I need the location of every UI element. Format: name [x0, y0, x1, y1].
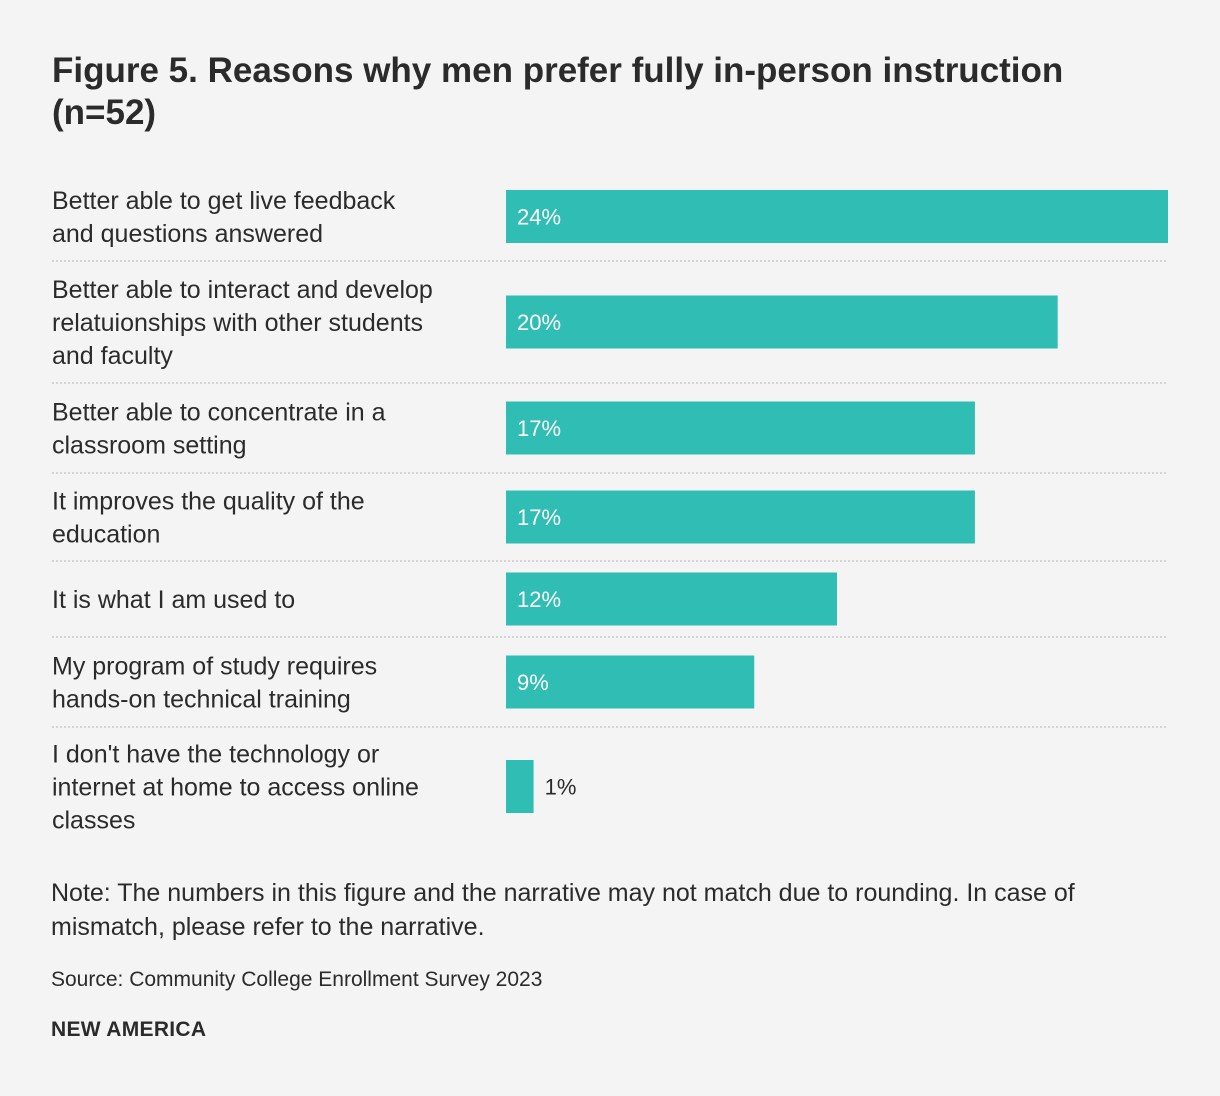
bar-chart: Better able to get live feedback and ques…	[52, 187, 1168, 835]
category-label-line: classes	[52, 807, 135, 835]
category-label: Better able to interact and develop relat…	[52, 276, 433, 370]
bar-value-label: 24%	[517, 205, 561, 230]
bar	[506, 401, 975, 455]
bar-value-label: 1%	[545, 775, 577, 800]
category-label-line: Better able to concentrate in a	[52, 399, 386, 427]
category-label-line: education	[52, 521, 160, 549]
category-label-line: Better able to get live feedback	[52, 187, 396, 215]
category-label: It is what I am used to	[52, 586, 295, 614]
brand-logo-text: NEW AMERICA	[51, 1018, 207, 1041]
category-label: It improves the quality of the education	[52, 488, 365, 549]
category-label-line: I don't have the technology or	[52, 741, 379, 769]
category-label: Better able to get live feedback and ques…	[52, 187, 396, 248]
bar-value-label: 12%	[517, 587, 561, 612]
bar-value-label: 17%	[517, 505, 561, 530]
chart-title: Figure 5. Reasons why men prefer fully i…	[52, 51, 1064, 132]
category-label: Better able to concentrate in a classroom…	[52, 399, 386, 460]
bar-value-label: 20%	[517, 310, 561, 335]
category-label-line: classroom setting	[52, 432, 247, 460]
bar-value-label: 17%	[517, 416, 561, 441]
category-label-line: and questions answered	[52, 220, 323, 248]
category-label-line: It improves the quality of the	[52, 488, 365, 516]
bar	[506, 190, 1168, 243]
chart-note: Note: The numbers in this figure and the…	[51, 879, 1075, 941]
chart-source: Source: Community College Enrollment Sur…	[51, 968, 543, 991]
category-label-line: It is what I am used to	[52, 586, 295, 614]
category-label: My program of study requires hands-on tec…	[52, 653, 377, 714]
bar	[506, 490, 975, 544]
bar-value-label: 9%	[517, 670, 549, 695]
bar	[506, 295, 1058, 349]
category-label: I don't have the technology or internet a…	[52, 741, 419, 835]
category-label-line: and faculty	[52, 342, 173, 370]
category-label-line: relatuionships with other students	[52, 309, 423, 337]
bar	[506, 760, 534, 813]
category-label-line: My program of study requires	[52, 653, 377, 681]
category-label-line: Better able to interact and develop	[52, 276, 433, 304]
category-label-line: internet at home to access online	[52, 774, 419, 802]
bar	[506, 572, 837, 626]
category-label-line: hands-on technical training	[52, 686, 351, 714]
bar	[506, 655, 755, 709]
